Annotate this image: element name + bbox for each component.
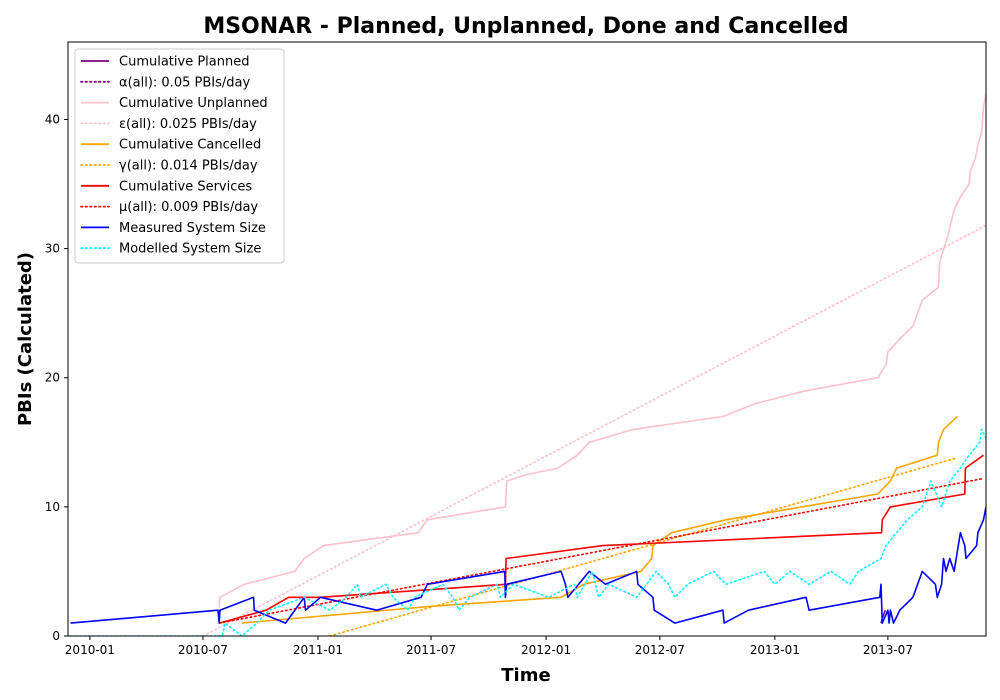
series-line-3 [202, 224, 986, 636]
plot-area [69, 93, 986, 636]
legend-label: γ(all): 0.014 PBIs/day [119, 159, 258, 174]
y-axis: 0 10 20 30 40 [45, 112, 68, 643]
legend-label: α(all): 0.05 PBIs/day [119, 75, 250, 90]
x-tick-label: 2012-01 [521, 643, 571, 657]
x-tick-label: 2013-07 [863, 643, 913, 657]
legend-label: ε(all): 0.025 PBIs/day [119, 117, 257, 132]
legend-label: Measured System Size [119, 221, 266, 236]
x-tick-label: 2010-07 [178, 643, 228, 657]
x-axis: 2010-01 2010-07 2011-01 2011-07 2012-01 2012-… [65, 636, 913, 657]
chart-title: MSONAR - Planned, Unplanned, Done and Ca… [203, 14, 848, 39]
plot-frame [67, 41, 987, 637]
series-line-9 [69, 428, 986, 636]
legend-label: μ(all): 0.009 PBIs/day [119, 200, 258, 215]
x-tick-label: 2011-07 [406, 643, 456, 657]
y-tick-label: 20 [45, 371, 60, 385]
x-axis-title: Time [501, 665, 550, 686]
y-tick-label: 40 [45, 112, 60, 126]
series-line-2 [218, 93, 986, 608]
legend-label: Cumulative Planned [119, 55, 249, 70]
y-tick-label: 0 [52, 629, 60, 643]
x-tick-label: 2011-01 [293, 643, 343, 657]
y-tick-label: 30 [45, 242, 60, 256]
series-line-4 [241, 415, 958, 624]
series-line-7 [218, 477, 985, 624]
series-line-6 [218, 454, 984, 624]
x-tick-label: 2012-07 [635, 643, 685, 657]
series-line-5 [329, 457, 959, 636]
series-line-8 [70, 506, 986, 624]
legend-label: Cumulative Unplanned [119, 96, 268, 111]
y-tick-label: 10 [45, 500, 60, 514]
legend-box [74, 48, 285, 264]
x-tick-label: 2010-01 [65, 643, 115, 657]
y-axis-title: PBIs (Calculated) [15, 252, 36, 426]
legend: Cumulative Planned α(all): 0.05 PBIs/day C… [74, 48, 285, 264]
legend-label: Cumulative Services [119, 179, 252, 194]
legend-label: Cumulative Cancelled [119, 138, 261, 153]
legend-label: Modelled System Size [119, 242, 261, 257]
x-tick-label: 2013-01 [750, 643, 800, 657]
